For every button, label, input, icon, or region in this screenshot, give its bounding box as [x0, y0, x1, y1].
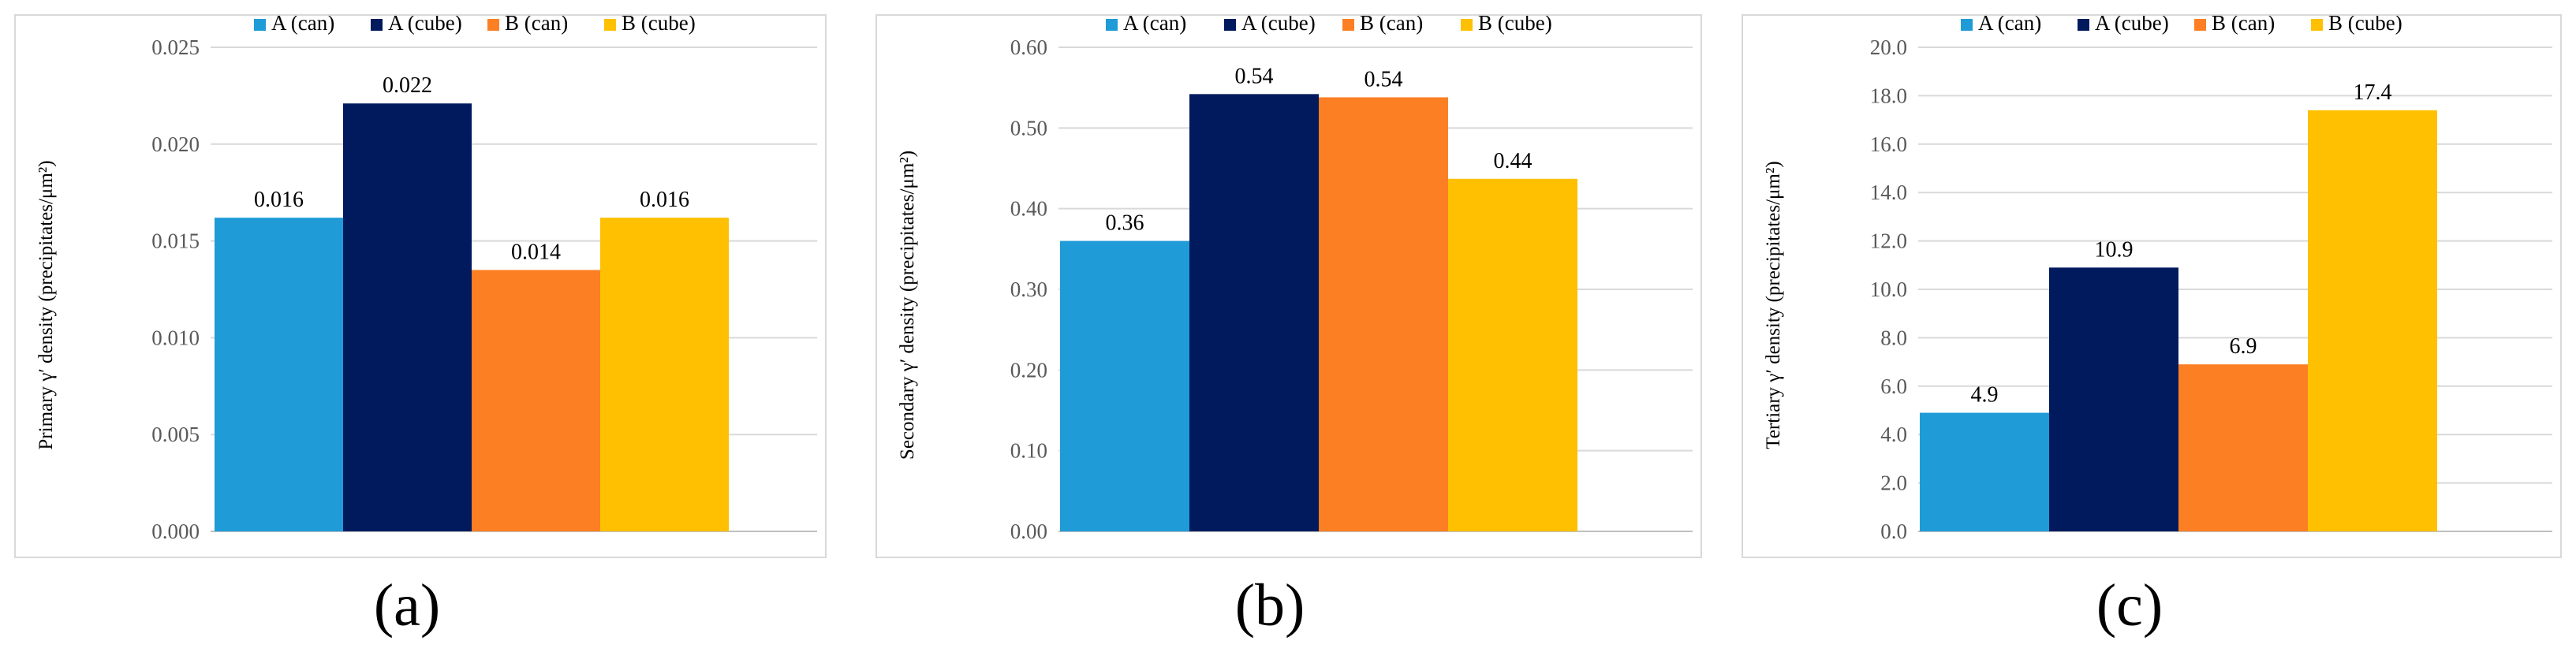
legend-swatch [1106, 19, 1118, 31]
legend-swatch [2311, 19, 2323, 31]
legend-swatch [604, 19, 616, 31]
chart-a: 0.000 0.005 0.010 0.015 0.020 0.025 Primary γ′… [35, 16, 817, 543]
caption-b: (b) [1234, 572, 1305, 639]
legend-label: A (cube) [1241, 16, 1316, 35]
bar-b-can [1319, 97, 1448, 532]
bar-b-cube [1448, 178, 1577, 531]
data-label: 10.9 [2095, 237, 2134, 262]
chart-b: 0.00 0.10 0.20 0.30 0.40 0.50 0.60 Secondary γ′… [897, 16, 1693, 543]
legend-swatch [2194, 19, 2206, 31]
legend-label: B (cube) [2328, 16, 2402, 35]
y-tick-label: 10.0 [1870, 278, 1907, 301]
y-tick-label: 0.000 [151, 520, 200, 543]
bar-a-can [215, 218, 343, 531]
chart-panel-c: 0.0 2.0 4.0 6.0 8.0 10.0 12.0 14.0 16.0 18.0 20.0 T… [1742, 14, 2562, 558]
legend-swatch [254, 19, 266, 31]
y-tick-label: 16.0 [1870, 132, 1907, 156]
legend-label: B (cube) [1478, 16, 1552, 35]
legend-label: B (can) [505, 16, 568, 35]
legend-label: A (can) [1978, 16, 2041, 35]
bar-b-cube [600, 218, 729, 531]
bar-b-cube [2308, 110, 2437, 531]
y-tick-label: 14.0 [1870, 181, 1907, 204]
data-label: 0.016 [640, 188, 689, 212]
y-tick-label: 0.40 [1010, 197, 1047, 221]
data-label: 0.54 [1235, 64, 1274, 88]
caption-a: (a) [373, 572, 441, 639]
legend-label: B (can) [1360, 16, 1423, 35]
y-tick-label: 4.0 [1880, 423, 1907, 446]
legend-swatch [1461, 19, 1473, 31]
data-label: 4.9 [1971, 383, 1999, 408]
y-axis-label: Tertiary γ′ density (precipitates/μm²) [1763, 161, 1784, 449]
legend-swatch [487, 19, 499, 31]
bar-a-can [1920, 412, 2049, 531]
legend-label: A (cube) [388, 16, 462, 35]
bar-a-cube [2049, 267, 2178, 531]
y-tick-label: 8.0 [1880, 326, 1907, 349]
y-tick-label: 0.0 [1880, 520, 1907, 543]
y-tick-label: 0.10 [1010, 439, 1047, 463]
y-tick-label: 18.0 [1870, 84, 1907, 107]
y-tick-label: 0.50 [1010, 116, 1047, 140]
data-label: 0.016 [254, 188, 304, 212]
bar-a-cube [343, 103, 472, 531]
legend-swatch [371, 19, 383, 31]
y-tick-label: 0.60 [1010, 35, 1047, 59]
data-label: 0.54 [1365, 67, 1403, 91]
y-axis-label: Secondary γ′ density (precipitates/μm²) [897, 151, 918, 460]
bar-a-can [1060, 240, 1189, 531]
y-tick-label: 0.00 [1010, 520, 1047, 543]
y-tick-label: 2.0 [1880, 471, 1907, 495]
data-label: 0.022 [383, 73, 432, 98]
data-label: 0.44 [1494, 149, 1533, 173]
legend-label: B (cube) [622, 16, 696, 35]
legend-label: A (cube) [2095, 16, 2169, 35]
legend-swatch [2078, 19, 2089, 31]
legend-swatch [1342, 19, 1354, 31]
legend-label: A (can) [271, 16, 334, 35]
data-label: 17.4 [2354, 80, 2392, 105]
chart-panel-a: 0.000 0.005 0.010 0.015 0.020 0.025 Primary γ′… [14, 14, 827, 558]
data-label: 6.9 [2230, 334, 2257, 359]
legend-label: B (can) [2212, 16, 2275, 35]
legend-swatch [1224, 19, 1236, 31]
legend-swatch [1961, 19, 1973, 31]
y-axis-label: Primary γ′ density (precipitates/μm²) [35, 160, 57, 449]
chart-panel-b: 0.00 0.10 0.20 0.30 0.40 0.50 0.60 Secondary γ′… [875, 14, 1702, 558]
data-label: 0.014 [511, 240, 561, 264]
bar-b-can [2178, 364, 2308, 531]
y-tick-label: 0.005 [151, 423, 200, 446]
y-tick-label: 0.010 [151, 326, 200, 349]
chart-c: 0.0 2.0 4.0 6.0 8.0 10.0 12.0 14.0 16.0 18.0 20.0 T… [1763, 16, 2552, 543]
y-tick-label: 20.0 [1870, 35, 1907, 59]
bar-b-can [472, 270, 600, 531]
y-tick-label: 0.20 [1010, 358, 1047, 382]
y-tick-label: 0.015 [151, 229, 200, 253]
caption-c: (c) [2096, 572, 2163, 639]
y-tick-label: 0.020 [151, 132, 200, 156]
legend-label: A (can) [1123, 16, 1186, 35]
y-tick-label: 0.025 [151, 35, 200, 59]
data-label: 0.36 [1106, 211, 1144, 236]
y-tick-label: 12.0 [1870, 229, 1907, 253]
y-tick-label: 0.30 [1010, 278, 1047, 301]
y-tick-label: 6.0 [1880, 374, 1907, 398]
bar-a-cube [1189, 94, 1319, 531]
